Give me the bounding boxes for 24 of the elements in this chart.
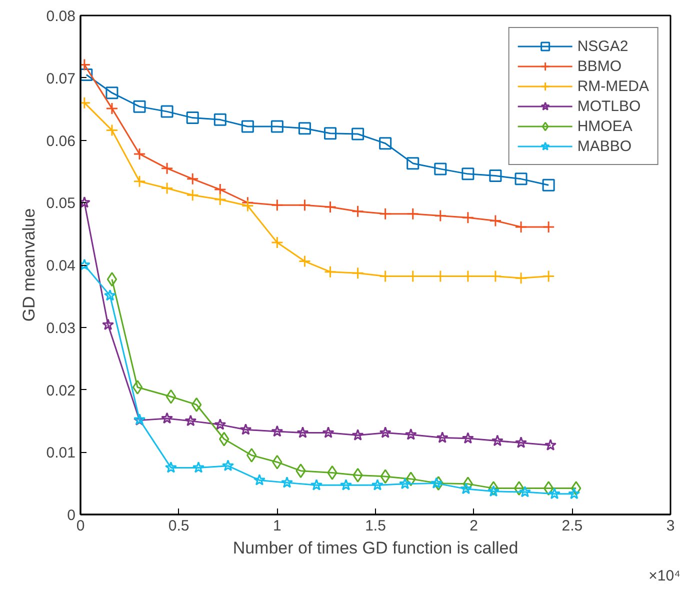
x-tick-label: 1.5 [365,518,386,534]
legend-label: MOTLBO [577,98,641,114]
x-axis-title: Number of times GD function is called [232,538,518,558]
y-tick-label: 0 [67,507,76,524]
x-tick-label: 2.5 [562,518,583,534]
legend-label: HMOEA [577,118,632,134]
legend-label: NSGA2 [577,38,628,54]
legend-label: MABBO [577,138,632,154]
y-tick-label: 0.01 [46,444,76,462]
y-axis-title: GD meanvalue [19,208,38,322]
legend-label: BBMO [577,58,622,74]
y-tick-label: 0.04 [46,258,76,274]
y-tick-label: 0.08 [46,8,76,25]
y-tick-label: 0.03 [46,320,76,337]
y-tick-label: 0.06 [46,132,76,150]
y-tick-label: 0.02 [46,382,76,400]
x-tick-label: 3 [666,518,675,534]
x-tick-label: 0.5 [168,518,190,534]
y-tick-label: 0.07 [46,70,76,88]
y-tick-label: 0.05 [46,195,76,212]
x-tick-label: 1 [272,518,282,534]
legend-label: RM-MEDA [577,78,649,94]
text: ×10⁴ [648,568,680,584]
x-tick-label: 2 [470,518,478,534]
